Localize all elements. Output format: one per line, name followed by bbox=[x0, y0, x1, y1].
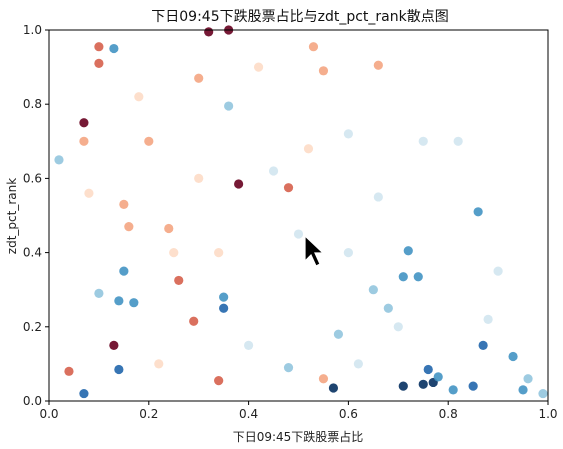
data-point bbox=[189, 316, 199, 326]
data-point bbox=[219, 303, 229, 313]
data-point bbox=[64, 366, 74, 376]
data-point bbox=[174, 275, 184, 286]
data-point bbox=[114, 296, 124, 306]
data-point bbox=[398, 272, 408, 282]
x-tick-label: 0.8 bbox=[439, 407, 458, 421]
x-tick-label: 1.0 bbox=[538, 407, 557, 421]
data-point bbox=[214, 375, 224, 386]
data-point bbox=[144, 136, 154, 146]
data-point bbox=[154, 359, 164, 369]
data-point bbox=[353, 359, 363, 369]
data-point bbox=[109, 340, 119, 350]
data-point bbox=[308, 42, 319, 52]
data-point bbox=[129, 298, 139, 308]
x-axis-label: 下日09:45下跌股票占比 bbox=[233, 429, 364, 444]
x-axis: 0.0 0.2 0.4 0.6 0.8 1.0 bbox=[39, 401, 558, 421]
data-point bbox=[418, 136, 428, 146]
data-point bbox=[214, 248, 224, 258]
data-point bbox=[283, 363, 294, 373]
data-point bbox=[538, 388, 548, 399]
data-point bbox=[333, 329, 344, 339]
x-tick-label: 0.0 bbox=[39, 407, 58, 421]
data-point bbox=[448, 385, 458, 395]
data-point bbox=[109, 43, 119, 54]
y-tick-label: 0.8 bbox=[23, 97, 42, 111]
data-point bbox=[368, 285, 378, 295]
data-point bbox=[343, 248, 353, 258]
data-point bbox=[79, 136, 89, 146]
data-point bbox=[433, 372, 443, 382]
data-point bbox=[383, 303, 393, 313]
data-point bbox=[79, 388, 89, 399]
y-tick-label: 0.6 bbox=[23, 171, 42, 185]
data-point bbox=[453, 136, 463, 146]
data-point bbox=[219, 292, 229, 302]
y-tick-label: 1.0 bbox=[23, 23, 42, 37]
data-point bbox=[194, 73, 204, 83]
plot-frame bbox=[48, 29, 549, 402]
data-point bbox=[94, 288, 104, 299]
data-point bbox=[423, 364, 433, 375]
data-point bbox=[169, 248, 179, 258]
data-point bbox=[253, 62, 264, 72]
data-point bbox=[268, 166, 279, 176]
y-axis: 0.0 0.2 0.4 0.6 0.8 1.0 bbox=[23, 23, 49, 408]
data-point bbox=[94, 42, 104, 52]
data-point bbox=[119, 266, 129, 276]
data-point bbox=[483, 314, 493, 324]
chart-title: 下日09:45下跌股票占比与zdt_pct_rank散点图 bbox=[151, 9, 448, 25]
data-point bbox=[79, 118, 89, 128]
x-tick-label: 0.2 bbox=[139, 407, 158, 421]
data-point bbox=[234, 179, 244, 189]
data-point bbox=[343, 129, 353, 139]
y-tick-label: 0.2 bbox=[23, 320, 42, 334]
y-axis-label: zdt_pct_rank bbox=[5, 178, 19, 254]
data-point bbox=[328, 383, 339, 393]
data-point bbox=[54, 155, 64, 165]
data-point bbox=[468, 381, 478, 391]
data-point bbox=[398, 381, 408, 391]
data-point bbox=[164, 223, 174, 234]
data-point bbox=[283, 183, 294, 193]
data-point bbox=[204, 27, 214, 37]
data-point bbox=[523, 374, 533, 384]
data-point bbox=[478, 340, 488, 350]
y-tick-label: 0.0 bbox=[23, 394, 42, 408]
data-point bbox=[373, 192, 383, 202]
data-point bbox=[84, 188, 94, 198]
data-point bbox=[134, 92, 144, 102]
data-point bbox=[194, 173, 204, 183]
mouse-cursor-icon bbox=[304, 234, 325, 267]
data-point bbox=[508, 351, 518, 362]
y-tick-label: 0.4 bbox=[23, 246, 42, 260]
data-point bbox=[373, 60, 383, 70]
data-point bbox=[418, 379, 428, 389]
data-point bbox=[293, 229, 304, 239]
x-tick-label: 0.6 bbox=[339, 407, 358, 421]
data-point bbox=[473, 207, 483, 217]
data-point bbox=[318, 66, 329, 76]
data-point bbox=[493, 266, 503, 276]
data-point bbox=[244, 340, 254, 350]
data-point bbox=[94, 58, 104, 68]
x-tick-label: 0.4 bbox=[239, 407, 258, 421]
data-point bbox=[119, 199, 129, 209]
data-point bbox=[393, 322, 403, 332]
data-point bbox=[224, 101, 234, 111]
data-point bbox=[303, 144, 314, 154]
data-point bbox=[413, 272, 423, 282]
data-point bbox=[318, 374, 329, 384]
data-point bbox=[518, 385, 528, 395]
data-point bbox=[124, 222, 134, 232]
points-layer bbox=[54, 25, 548, 399]
data-point bbox=[403, 246, 413, 256]
data-point bbox=[114, 364, 124, 375]
